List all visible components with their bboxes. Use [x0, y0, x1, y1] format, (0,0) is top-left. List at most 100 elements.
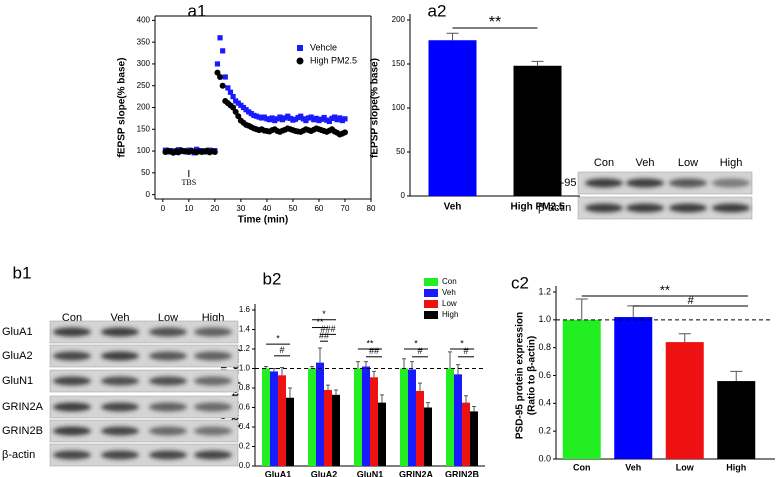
x-tick-label: GRIN2A: [399, 469, 434, 477]
y-tick-label: 150: [137, 124, 151, 133]
x-tick-label: 50: [288, 204, 297, 213]
row-label: β-actin: [2, 449, 35, 461]
point: [311, 117, 317, 123]
y-tick-label: 1.2: [239, 344, 251, 353]
x-tick-label: 40: [262, 204, 271, 213]
point: [240, 104, 247, 111]
y-tick-label: 0.6: [239, 403, 251, 412]
x-tick-label: Veh: [444, 202, 462, 213]
point: [339, 117, 345, 124]
x-tick-label: 10: [184, 204, 193, 213]
blot-band: [101, 426, 139, 436]
error-bar: [280, 367, 284, 376]
significance-label: ##: [369, 346, 379, 356]
point: [211, 148, 218, 155]
legend-label: High: [442, 310, 458, 319]
point: [337, 115, 343, 121]
lane-label: Low: [678, 157, 698, 169]
row-label: GluN1: [2, 375, 33, 387]
significance-label: ###: [320, 324, 335, 334]
blot-band: [626, 203, 664, 213]
blot-band: [149, 327, 187, 337]
point: [269, 115, 275, 121]
x-tick-label: GluA2: [311, 469, 338, 477]
point: [326, 118, 332, 125]
error-bar: [418, 382, 422, 391]
point: [256, 114, 262, 120]
blot-band: [669, 203, 707, 213]
x-tick-label: 70: [341, 204, 350, 213]
y-tick-label: 1.4: [239, 325, 251, 334]
x-tick-label: 30: [236, 204, 245, 213]
point: [222, 74, 228, 80]
point: [230, 104, 237, 111]
blot-band: [101, 351, 139, 361]
point: [279, 117, 286, 123]
x-axis-label: Time (min): [238, 215, 288, 226]
point: [341, 129, 348, 136]
blot-band: [149, 351, 187, 361]
blot-band: [53, 327, 91, 337]
significance-label: *: [460, 338, 464, 348]
annotation: TBS: [181, 178, 196, 187]
point: [308, 114, 314, 120]
point: [313, 115, 319, 121]
error-bar: [531, 60, 544, 66]
point: [266, 117, 273, 123]
blot-band: [585, 178, 623, 188]
row-label: GluA2: [2, 350, 33, 362]
blot-strip: [49, 320, 239, 344]
legend-label: Low: [442, 299, 457, 308]
legend-marker: [297, 45, 303, 51]
x-tick-label: Low: [676, 462, 695, 472]
legend-swatch: [424, 311, 438, 319]
y-tick-label: 0.8: [538, 342, 551, 352]
bar: [308, 368, 316, 466]
blot-band: [669, 178, 707, 188]
point: [235, 113, 242, 120]
bar: [262, 368, 270, 466]
y-tick-label: 0.2: [538, 426, 551, 436]
significance-label: **: [660, 282, 670, 297]
error-bar: [456, 364, 460, 375]
x-tick-label: 60: [314, 204, 323, 213]
point: [243, 107, 249, 113]
y-tick-label: 0.0: [538, 453, 551, 463]
blot-strip: [49, 419, 239, 443]
y-tick-label: 0.0: [239, 461, 251, 470]
legend-label: Vehcle: [310, 42, 337, 52]
panel-label: b1: [13, 263, 32, 282]
point: [214, 69, 221, 76]
y-tick-label: 0.8: [239, 383, 251, 392]
point: [329, 115, 335, 121]
blot-band: [101, 327, 139, 337]
point: [232, 108, 239, 115]
x-tick-label: 80: [367, 204, 376, 213]
significance-label: **: [489, 14, 501, 31]
point: [316, 117, 322, 124]
point: [282, 115, 288, 121]
x-tick-label: 20: [210, 204, 219, 213]
y-tick-label: 200: [137, 103, 151, 112]
point: [274, 116, 280, 122]
bar: [513, 65, 562, 196]
bar: [408, 369, 416, 466]
error-bar: [464, 395, 468, 403]
blot-band: [149, 426, 187, 436]
y-tick-label: 0.6: [538, 370, 551, 380]
blot-band: [194, 351, 232, 361]
y-tick-label: 0.4: [239, 422, 251, 431]
blot-band: [101, 376, 139, 386]
blot-band: [53, 426, 91, 436]
blot-band: [585, 203, 623, 213]
blot-band: [101, 450, 139, 460]
point: [227, 89, 234, 95]
error-bar: [372, 370, 376, 378]
y-axis-label: PSD-95 protein expression: [515, 312, 526, 439]
point: [331, 114, 338, 120]
error-bar: [575, 298, 588, 320]
error-bar: [318, 347, 322, 363]
error-bar: [364, 361, 368, 367]
error-bar: [730, 370, 743, 382]
